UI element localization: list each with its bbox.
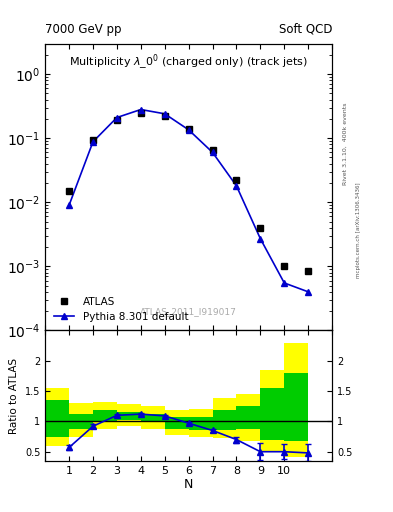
- Text: Soft QCD: Soft QCD: [279, 23, 332, 36]
- X-axis label: N: N: [184, 478, 193, 492]
- Text: Multiplicity $\lambda\_0^0$ (charged only) (track jets): Multiplicity $\lambda\_0^0$ (charged onl…: [69, 52, 308, 72]
- Legend: ATLAS, Pythia 8.301 default: ATLAS, Pythia 8.301 default: [50, 294, 191, 325]
- Text: Rivet 3.1.10,  400k events: Rivet 3.1.10, 400k events: [343, 102, 348, 185]
- Text: ATLAS_2011_I919017: ATLAS_2011_I919017: [140, 307, 237, 316]
- Y-axis label: Ratio to ATLAS: Ratio to ATLAS: [9, 357, 19, 434]
- Text: 7000 GeV pp: 7000 GeV pp: [45, 23, 122, 36]
- Text: mcplots.cern.ch [arXiv:1306.3436]: mcplots.cern.ch [arXiv:1306.3436]: [356, 183, 361, 278]
